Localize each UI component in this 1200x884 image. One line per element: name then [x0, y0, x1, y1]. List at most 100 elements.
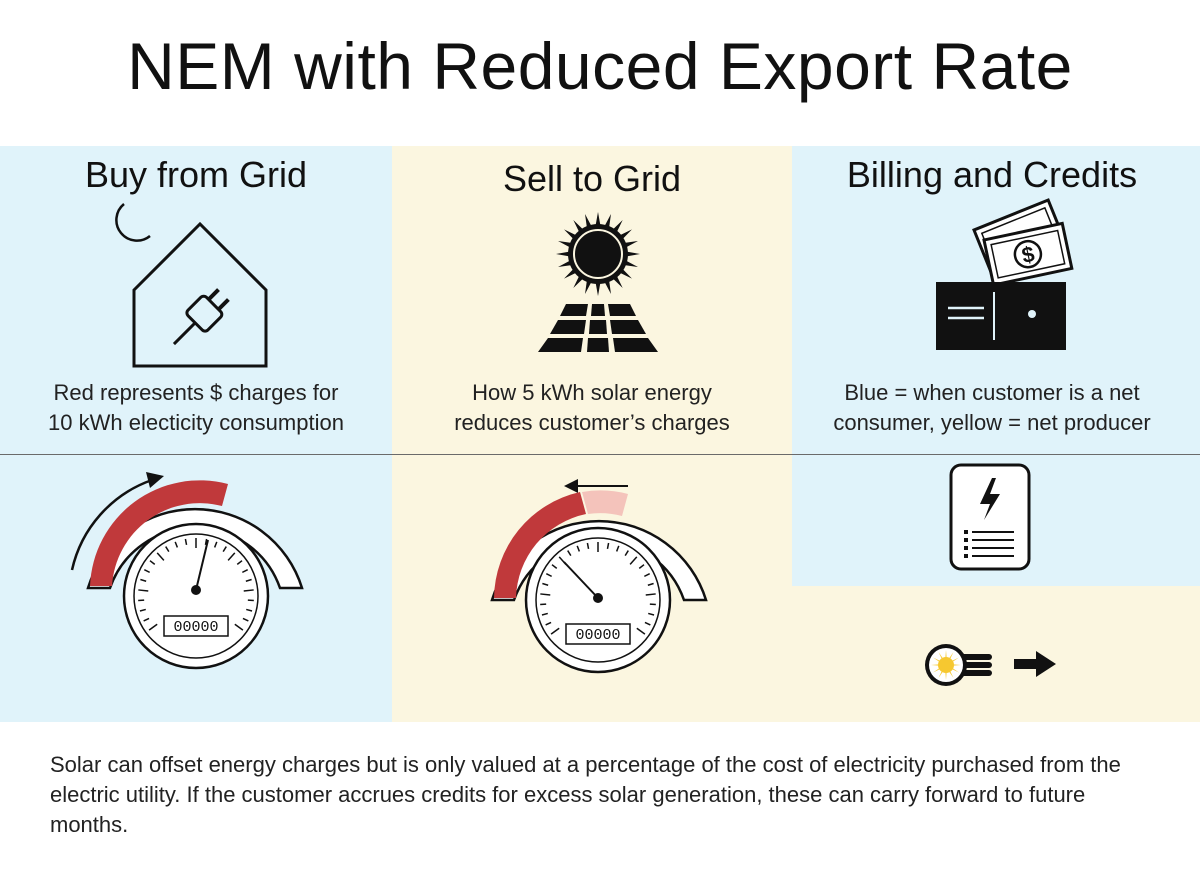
forward-arrow-icon	[1014, 651, 1056, 677]
sun-ray	[951, 667, 959, 673]
moon-icon	[115, 203, 151, 242]
meter-tick	[222, 546, 227, 553]
meter-tick	[636, 627, 646, 635]
buy-caption-line1: Red represents $ charges for	[53, 380, 339, 405]
meter-tick	[542, 582, 549, 586]
meter-tick	[149, 560, 156, 565]
meter-tick	[148, 623, 158, 631]
sell-caption-line2: reduces customer’s charges	[454, 410, 730, 435]
meter-tick	[624, 550, 629, 557]
sun-ray	[623, 241, 638, 248]
meter-tick	[165, 546, 170, 553]
meter-tick	[576, 545, 581, 552]
solar-panel-grid	[538, 304, 658, 352]
sell-meter-digits: 00000	[575, 627, 620, 644]
meter-tick	[140, 578, 147, 582]
sell-to-grid-title: Sell to Grid	[502, 158, 682, 199]
meter-tick	[227, 552, 236, 561]
page-title: NEM with Reduced Export Rate	[127, 29, 1073, 103]
sun-ray	[585, 279, 592, 294]
sun-ray	[952, 664, 961, 666]
meter-tick	[643, 573, 651, 578]
meter-tick	[243, 589, 254, 592]
meter-tick	[540, 593, 551, 596]
meter-tick	[550, 627, 560, 635]
sun-ray	[558, 241, 573, 248]
billing-caption: Blue = when customer is a net consumer, …	[792, 378, 1192, 438]
billing-credits-title: Billing and Credits	[846, 154, 1138, 195]
sun-ray	[931, 664, 940, 666]
buy-meter-gauge: 00000	[70, 472, 304, 670]
meter-tick	[156, 552, 165, 561]
meter-tick	[629, 556, 638, 565]
sun-ray	[945, 650, 947, 659]
billing-caption-line2: consumer, yellow = net producer	[833, 410, 1151, 435]
sell-meter-gauge: 00000	[490, 479, 708, 674]
sun-solar-panel-icon	[538, 212, 658, 352]
meter-tick	[139, 608, 146, 612]
plug-icon	[172, 288, 230, 346]
buy-meter-digits: 00000	[173, 619, 218, 636]
meter-tick	[204, 538, 208, 546]
meter-tick	[234, 623, 244, 631]
meter-tick	[645, 593, 656, 596]
footer-explanation: Solar can offset energy charges but is o…	[50, 752, 1121, 837]
lightning-icon	[980, 478, 1000, 520]
meter-tick	[545, 573, 553, 578]
buy-charge-arc-red	[90, 480, 228, 586]
section-divider	[0, 454, 1200, 455]
meter-tick	[213, 541, 218, 548]
sun-ray	[948, 652, 954, 660]
sun-ray	[623, 260, 638, 267]
billing-panel-lower	[792, 586, 1200, 722]
sun-ray	[556, 251, 571, 257]
sun-ray	[938, 652, 944, 660]
sun-ray	[933, 667, 941, 673]
meter-tick	[586, 542, 590, 550]
house-plug-icon	[132, 221, 268, 368]
buy-rotation-arrow	[70, 478, 153, 571]
meter-tick	[236, 560, 243, 565]
buy-meter-needle	[195, 539, 209, 591]
meter-tick	[545, 621, 552, 626]
coin-sun-icon	[931, 650, 961, 680]
meter-tick	[184, 538, 188, 546]
sell-to-grid-caption: How 5 kWh solar energy reduces customer’…	[392, 378, 792, 438]
wallet-cash-icon: $	[936, 198, 1074, 350]
buy-meter-ticks	[138, 538, 254, 631]
sell-credit-arc-pink	[582, 490, 628, 516]
sun-ray	[595, 212, 601, 227]
billing-caption-line1: Blue = when customer is a net	[844, 380, 1140, 405]
meter-tick	[551, 564, 558, 569]
sell-arrow-head	[564, 479, 578, 493]
sun-ray	[604, 279, 611, 294]
meter-tick	[647, 582, 654, 586]
sell-meter-ticks	[540, 542, 656, 635]
meter-tick	[242, 617, 249, 622]
meter-tick	[143, 617, 150, 622]
sun-ray	[558, 260, 573, 267]
buy-from-grid-title: Buy from Grid	[84, 154, 308, 195]
meter-tick	[241, 569, 249, 574]
meter-tick	[638, 564, 645, 569]
sun-ray	[948, 670, 954, 678]
sun-ray	[933, 657, 941, 663]
electric-bill-icon	[949, 463, 1031, 571]
dollar-sign: $	[1019, 241, 1036, 268]
meter-tick	[143, 569, 151, 574]
sell-charge-arc-red	[494, 492, 586, 598]
meter-tick	[246, 608, 253, 612]
sell-caption-line1: How 5 kWh solar energy	[472, 380, 712, 405]
buy-from-grid-caption: Red represents $ charges for 10 kWh elec…	[0, 378, 392, 438]
buy-arrow-head	[146, 472, 164, 488]
meter-tick	[567, 550, 572, 557]
meter-tick	[644, 621, 651, 626]
meter-tick	[615, 545, 620, 552]
sun-ray	[604, 214, 611, 229]
sun-ray	[625, 251, 640, 257]
sun-ray	[945, 671, 947, 680]
meter-tick	[245, 578, 252, 582]
meter-tick	[174, 541, 179, 548]
sun-ray	[951, 657, 959, 663]
meter-tick	[541, 612, 548, 616]
